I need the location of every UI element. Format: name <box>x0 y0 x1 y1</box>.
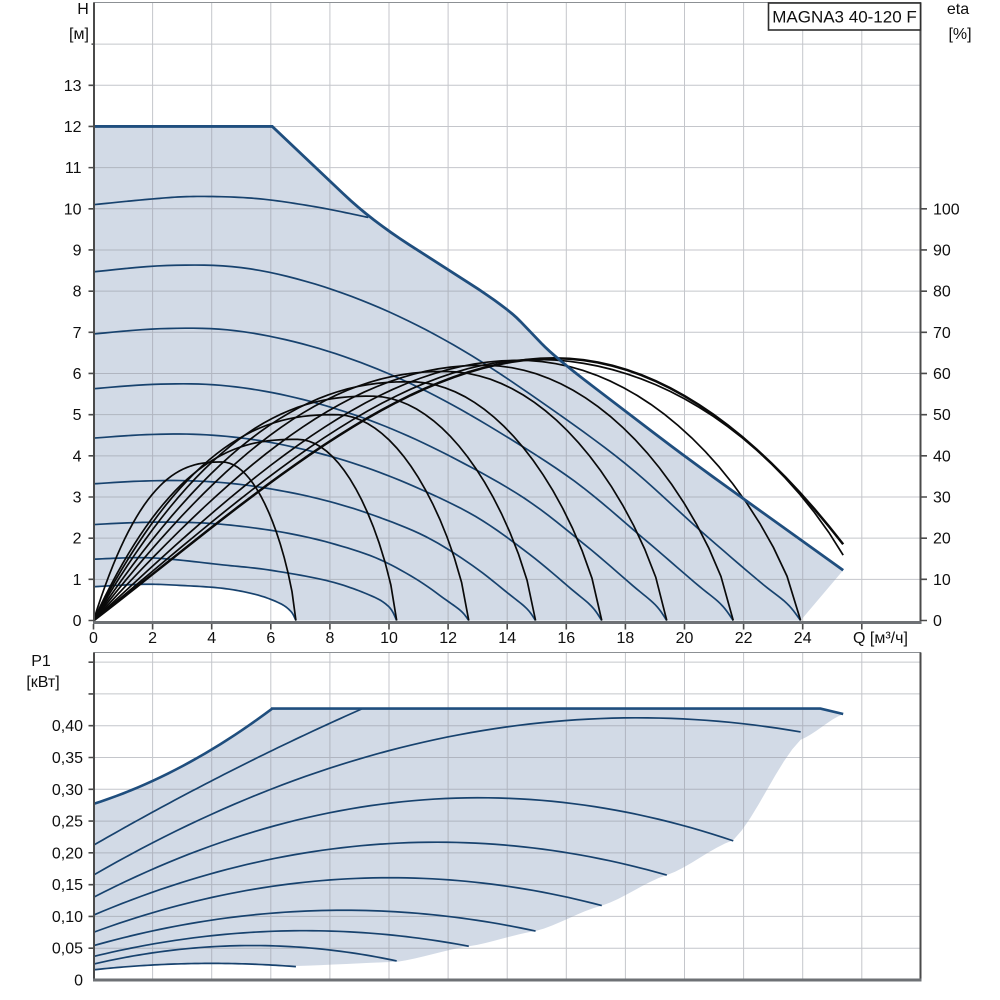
svg-text:50: 50 <box>933 407 951 424</box>
svg-text:13: 13 <box>64 78 82 95</box>
svg-text:[кВт]: [кВт] <box>26 674 59 691</box>
svg-text:0: 0 <box>74 973 83 990</box>
svg-text:70: 70 <box>933 325 951 342</box>
svg-text:12: 12 <box>64 119 82 136</box>
svg-text:40: 40 <box>933 448 951 465</box>
svg-text:0: 0 <box>73 613 82 630</box>
svg-text:100: 100 <box>933 201 960 218</box>
svg-text:12: 12 <box>439 630 457 647</box>
svg-text:80: 80 <box>933 284 951 301</box>
svg-text:Q [м³/ч]: Q [м³/ч] <box>853 630 908 647</box>
svg-text:90: 90 <box>933 242 951 259</box>
svg-text:0,25: 0,25 <box>52 814 83 831</box>
svg-text:5: 5 <box>73 407 82 424</box>
svg-text:4: 4 <box>207 630 216 647</box>
svg-text:6: 6 <box>266 630 275 647</box>
svg-text:0,10: 0,10 <box>52 909 83 926</box>
svg-text:8: 8 <box>73 284 82 301</box>
svg-text:20: 20 <box>933 531 951 548</box>
svg-text:9: 9 <box>73 242 82 259</box>
svg-text:H: H <box>77 1 89 18</box>
svg-text:18: 18 <box>617 630 635 647</box>
svg-text:[м]: [м] <box>69 26 89 43</box>
svg-text:0,05: 0,05 <box>52 941 83 958</box>
svg-text:8: 8 <box>325 630 334 647</box>
svg-text:0: 0 <box>89 630 98 647</box>
svg-text:3: 3 <box>73 489 82 506</box>
svg-text:60: 60 <box>933 366 951 383</box>
svg-text:22: 22 <box>735 630 753 647</box>
svg-text:P1: P1 <box>31 653 51 670</box>
svg-text:7: 7 <box>73 325 82 342</box>
svg-text:10: 10 <box>64 201 82 218</box>
svg-text:24: 24 <box>794 630 812 647</box>
svg-text:0,15: 0,15 <box>52 877 83 894</box>
svg-text:0,30: 0,30 <box>52 782 83 799</box>
svg-text:20: 20 <box>676 630 694 647</box>
svg-text:MAGNA3 40-120 F: MAGNA3 40-120 F <box>772 8 917 27</box>
svg-text:2: 2 <box>148 630 157 647</box>
svg-text:0,40: 0,40 <box>52 718 83 735</box>
svg-text:16: 16 <box>557 630 575 647</box>
svg-text:30: 30 <box>933 489 951 506</box>
svg-text:0,35: 0,35 <box>52 750 83 767</box>
svg-text:1: 1 <box>73 572 82 589</box>
svg-text:[%]: [%] <box>948 26 971 43</box>
svg-text:11: 11 <box>65 160 82 177</box>
svg-text:0: 0 <box>933 613 942 630</box>
svg-text:10: 10 <box>933 572 951 589</box>
svg-text:2: 2 <box>73 531 82 548</box>
svg-text:10: 10 <box>380 630 398 647</box>
svg-text:0,20: 0,20 <box>52 845 83 862</box>
svg-text:14: 14 <box>498 630 516 647</box>
svg-text:4: 4 <box>73 448 82 465</box>
svg-text:eta: eta <box>947 1 969 18</box>
svg-text:6: 6 <box>73 366 82 383</box>
